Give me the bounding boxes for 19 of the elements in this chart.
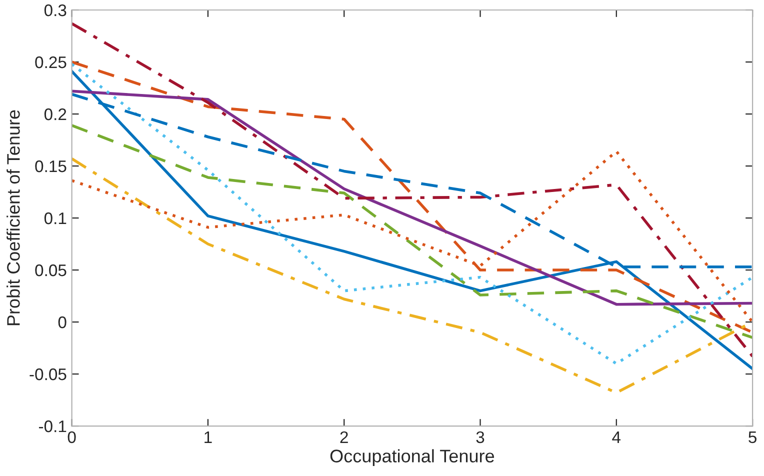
y-tick-label: 0.1	[44, 212, 66, 224]
y-tick-label: 0.2	[44, 108, 66, 120]
line-series	[72, 90, 753, 306]
line-series	[72, 124, 753, 340]
x-tick-label: 0	[68, 431, 76, 444]
x-tick-label: 3	[476, 431, 484, 444]
y-tick-label: 0.25	[35, 56, 66, 68]
y-tick-label: 0.15	[35, 160, 66, 172]
x-tick-label: 2	[340, 431, 348, 443]
x-tick-label: 1	[204, 431, 212, 443]
y-axis-title: Probit Coefficient of Tenure	[6, 110, 20, 326]
x-tick-label: 5	[748, 431, 756, 444]
y-tick-label: 0.3	[44, 4, 66, 16]
x-tick-label: 4	[612, 431, 621, 443]
y-tick-label: 0	[58, 316, 66, 328]
y-tick-label: 0.05	[35, 264, 66, 276]
y-tick-label: -0.05	[30, 368, 66, 380]
y-tick-label: -0.1	[38, 420, 66, 432]
x-axis-title: Occupational Tenure	[330, 449, 494, 466]
